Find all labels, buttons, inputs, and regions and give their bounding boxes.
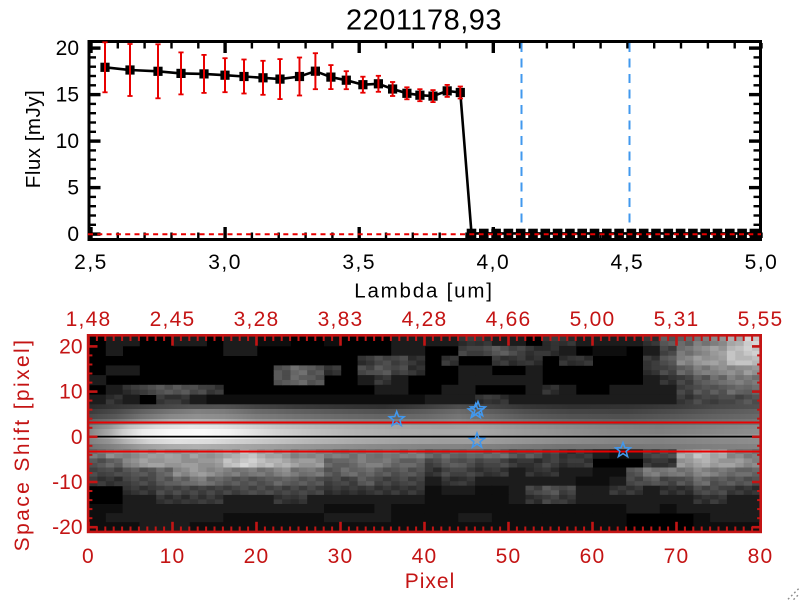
svg-text:5,31: 5,31 xyxy=(654,308,700,331)
svg-text:2,45: 2,45 xyxy=(150,308,196,331)
svg-text:10: 10 xyxy=(56,130,79,153)
svg-text:20: 20 xyxy=(244,545,270,568)
svg-text:0: 0 xyxy=(67,223,79,246)
svg-text:3,5: 3,5 xyxy=(342,251,376,274)
svg-text:70: 70 xyxy=(664,545,690,568)
svg-text:5,00: 5,00 xyxy=(570,308,616,331)
svg-text:1,48: 1,48 xyxy=(66,308,112,331)
svg-text:40: 40 xyxy=(412,545,438,568)
svg-text:10: 10 xyxy=(59,381,82,404)
svg-text:Space Shift [pixel]: Space Shift [pixel] xyxy=(11,338,34,552)
svg-text:3,83: 3,83 xyxy=(318,308,364,331)
svg-text:4,0: 4,0 xyxy=(476,251,510,274)
svg-text:30: 30 xyxy=(328,545,354,568)
svg-text:3,28: 3,28 xyxy=(234,308,280,331)
svg-text:5: 5 xyxy=(67,177,79,200)
svg-text:20: 20 xyxy=(59,335,82,358)
svg-text:4,66: 4,66 xyxy=(486,308,532,331)
svg-text:10: 10 xyxy=(160,545,186,568)
svg-text:80: 80 xyxy=(748,545,774,568)
svg-text:4,28: 4,28 xyxy=(402,308,448,331)
svg-text:2201178,93: 2201178,93 xyxy=(346,5,502,37)
svg-text:3,0: 3,0 xyxy=(208,251,242,274)
svg-text:Pixel: Pixel xyxy=(405,570,456,593)
svg-text:20: 20 xyxy=(56,37,79,60)
svg-text:Flux [mJy]: Flux [mJy] xyxy=(22,90,45,188)
svg-text:60: 60 xyxy=(580,545,606,568)
svg-text:0: 0 xyxy=(71,426,83,449)
svg-text:15: 15 xyxy=(56,84,79,107)
svg-text:2,5: 2,5 xyxy=(74,251,108,274)
svg-text:Lambda [um]: Lambda [um] xyxy=(354,280,493,303)
svg-text:-10: -10 xyxy=(52,471,82,494)
svg-text:50: 50 xyxy=(496,545,522,568)
svg-text:5,0: 5,0 xyxy=(745,251,779,274)
svg-text:-20: -20 xyxy=(52,516,82,539)
svg-text:0: 0 xyxy=(82,545,95,568)
svg-text:4,5: 4,5 xyxy=(611,251,645,274)
svg-text:5,55: 5,55 xyxy=(738,308,784,331)
